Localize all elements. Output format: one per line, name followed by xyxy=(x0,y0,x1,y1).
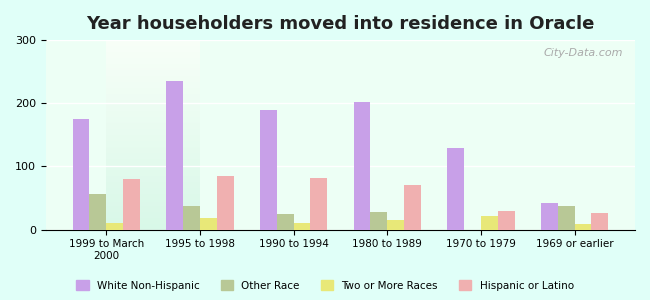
Bar xyxy=(217,176,234,230)
Bar xyxy=(183,206,200,230)
Bar xyxy=(166,81,183,230)
Bar xyxy=(107,224,124,230)
Bar xyxy=(481,216,498,230)
Bar xyxy=(260,110,277,230)
Bar xyxy=(294,224,311,230)
Bar xyxy=(73,119,90,230)
Bar xyxy=(90,194,107,230)
Bar xyxy=(447,148,464,230)
Bar xyxy=(354,102,370,230)
Bar xyxy=(498,211,515,230)
Bar xyxy=(124,179,140,230)
Bar xyxy=(387,220,404,230)
Bar xyxy=(311,178,328,230)
Bar xyxy=(575,224,592,230)
Text: City-Data.com: City-Data.com xyxy=(543,48,623,58)
Title: Year householders moved into residence in Oracle: Year householders moved into residence i… xyxy=(86,15,595,33)
Legend: White Non-Hispanic, Other Race, Two or More Races, Hispanic or Latino: White Non-Hispanic, Other Race, Two or M… xyxy=(72,276,578,295)
Bar xyxy=(370,212,387,230)
Bar xyxy=(277,214,294,230)
Bar xyxy=(592,213,608,230)
Bar xyxy=(541,203,558,230)
Bar xyxy=(200,218,217,230)
Bar xyxy=(404,185,421,230)
Bar xyxy=(558,206,575,230)
